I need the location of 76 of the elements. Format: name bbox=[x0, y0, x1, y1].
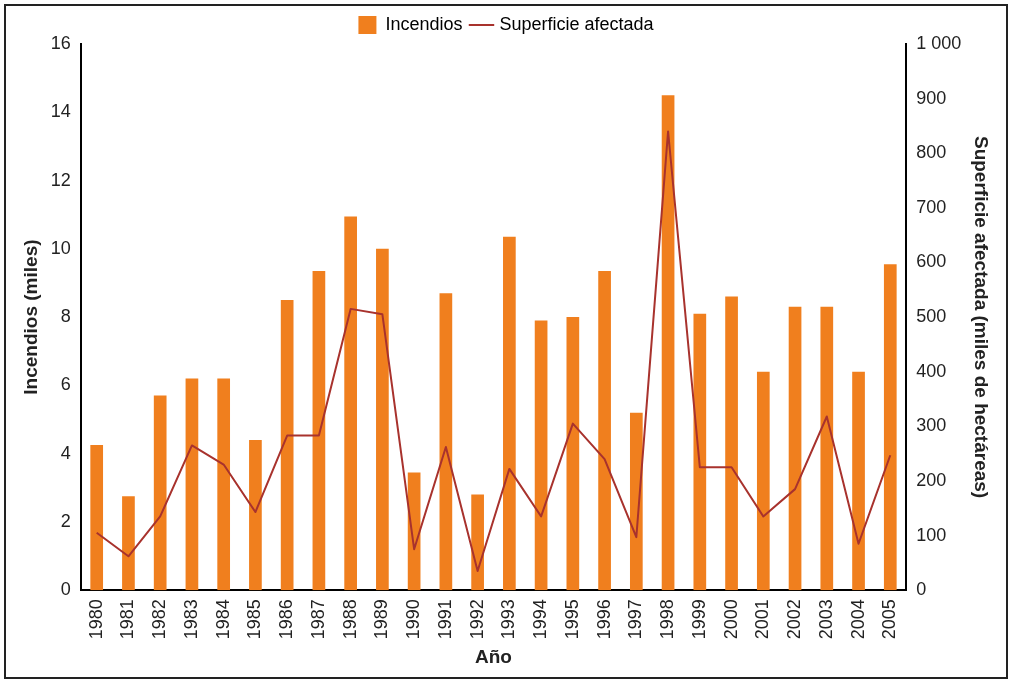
x-tick-label: 1994 bbox=[530, 599, 551, 640]
y2-tick-label: 300 bbox=[916, 415, 947, 436]
bar bbox=[503, 236, 516, 591]
y-tick-label: 0 bbox=[60, 579, 71, 600]
y2-tick-label: 1 000 bbox=[916, 32, 962, 53]
y2-tick-label: 700 bbox=[916, 196, 947, 217]
bar bbox=[439, 293, 453, 591]
bar bbox=[852, 371, 865, 591]
y2-tick-label: 600 bbox=[916, 251, 947, 272]
y-axis-title: Incendios (miles) bbox=[19, 239, 41, 395]
bar bbox=[153, 395, 167, 591]
bar bbox=[756, 371, 770, 591]
x-tick-label: 1981 bbox=[117, 599, 138, 640]
bar bbox=[598, 271, 611, 591]
x-tick-label: 1980 bbox=[85, 599, 106, 640]
y-tick-label: 16 bbox=[50, 32, 71, 53]
bar bbox=[693, 313, 707, 591]
x-tick-label: 1989 bbox=[371, 599, 392, 640]
bar bbox=[471, 494, 484, 591]
y2-tick-label: 800 bbox=[916, 142, 947, 163]
x-tick-label: 1990 bbox=[403, 599, 424, 640]
y-tick-label: 12 bbox=[50, 169, 71, 190]
y2-tick-label: 900 bbox=[916, 87, 947, 108]
x-tick-label: 1995 bbox=[561, 599, 582, 640]
x-tick-label: 1991 bbox=[434, 599, 455, 640]
x-tick-label: 1987 bbox=[307, 599, 328, 640]
y2-tick-label: 200 bbox=[916, 469, 947, 490]
x-tick-label: 1999 bbox=[688, 599, 709, 640]
bar bbox=[629, 412, 643, 591]
x-tick-label: 2004 bbox=[847, 599, 868, 640]
x-tick-label: 1993 bbox=[498, 599, 519, 640]
y2-tick-label: 0 bbox=[916, 579, 927, 600]
x-tick-label: 1997 bbox=[625, 599, 646, 640]
y-tick-label: 2 bbox=[60, 510, 71, 531]
bar bbox=[344, 216, 357, 591]
bar bbox=[788, 306, 802, 591]
x-tick-label: 1992 bbox=[466, 599, 487, 640]
y2-tick-label: 100 bbox=[916, 524, 947, 545]
x-tick-label: 2001 bbox=[752, 599, 773, 640]
x-axis-title: Año bbox=[475, 645, 512, 667]
bar bbox=[534, 320, 548, 591]
y-tick-label: 6 bbox=[60, 374, 71, 395]
x-tick-label: 1984 bbox=[212, 599, 233, 640]
x-tick-label: 1996 bbox=[593, 599, 614, 640]
bar bbox=[376, 248, 389, 591]
y-tick-label: 14 bbox=[50, 101, 71, 122]
bar bbox=[280, 300, 294, 591]
x-tick-label: 1983 bbox=[180, 599, 201, 640]
legend-label: Incendios bbox=[385, 13, 463, 34]
y-tick-label: 10 bbox=[50, 237, 71, 258]
bar bbox=[312, 271, 326, 591]
bar bbox=[90, 445, 104, 591]
x-tick-label: 2005 bbox=[879, 599, 900, 640]
y2-tick-label: 500 bbox=[916, 306, 947, 327]
bar bbox=[249, 439, 262, 591]
x-tick-label: 1982 bbox=[149, 599, 170, 640]
x-tick-label: 1998 bbox=[657, 599, 678, 640]
x-tick-label: 2000 bbox=[720, 599, 741, 640]
bar bbox=[185, 378, 199, 591]
legend-label: Superficie afectada bbox=[499, 13, 655, 34]
x-tick-label: 1986 bbox=[276, 599, 297, 640]
y2-tick-label: 400 bbox=[916, 360, 947, 381]
bar bbox=[122, 496, 135, 591]
bar bbox=[661, 95, 675, 591]
y-tick-label: 4 bbox=[60, 442, 71, 463]
x-tick-label: 1985 bbox=[244, 599, 265, 640]
bar bbox=[883, 264, 897, 591]
bar bbox=[217, 378, 231, 591]
x-tick-label: 2003 bbox=[815, 599, 836, 640]
x-tick-label: 2002 bbox=[784, 599, 805, 640]
bar bbox=[820, 306, 834, 591]
y-tick-label: 8 bbox=[60, 306, 71, 327]
y2-axis-title: Superficie afectada (miles de hectáreas) bbox=[971, 135, 993, 499]
bar bbox=[566, 317, 580, 591]
x-tick-label: 1988 bbox=[339, 599, 360, 640]
bar bbox=[725, 296, 738, 591]
